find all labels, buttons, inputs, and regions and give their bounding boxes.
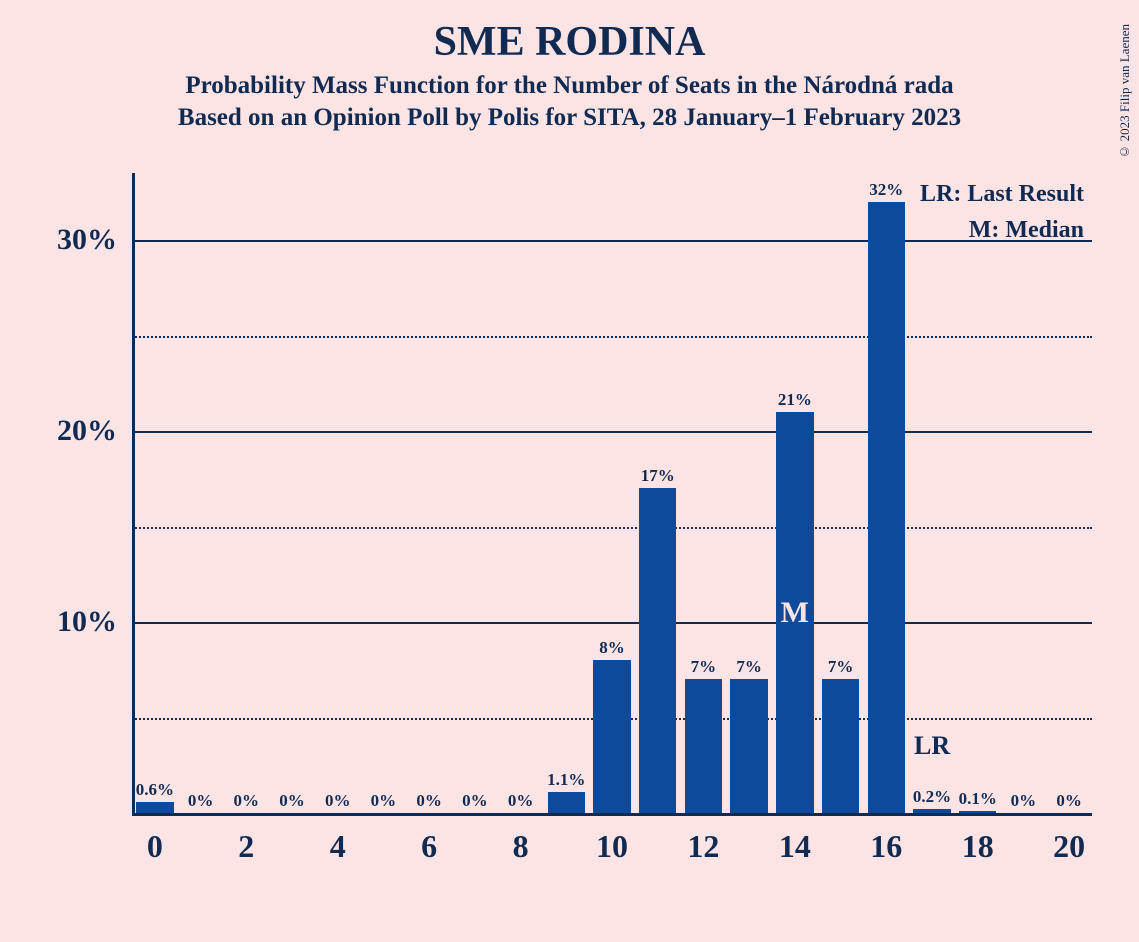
bar-value-label: 32% xyxy=(869,180,903,200)
bar-value-label: 7% xyxy=(691,657,717,677)
bar-value-label: 0% xyxy=(1011,791,1037,811)
chart-subtitle-2: Based on an Opinion Poll by Polis for SI… xyxy=(0,104,1139,132)
chart-container: LR: Last Result M: Median 10%20%30%0.6%0… xyxy=(60,183,1100,933)
bar-value-label: 0% xyxy=(508,791,534,811)
bar-value-label: 7% xyxy=(828,657,854,677)
bar-value-label: 0.6% xyxy=(136,780,174,800)
x-axis-label: 6 xyxy=(421,828,437,865)
bar-value-label: 0% xyxy=(325,791,351,811)
bar xyxy=(868,202,905,813)
x-axis-label: 10 xyxy=(596,828,628,865)
grid-minor xyxy=(132,527,1092,529)
bar-value-label: 0% xyxy=(416,791,442,811)
grid-major xyxy=(132,431,1092,433)
bar xyxy=(136,802,173,813)
x-axis-label: 8 xyxy=(513,828,529,865)
plot-area: LR: Last Result M: Median 10%20%30%0.6%0… xyxy=(132,183,1092,813)
bar-value-label: 0% xyxy=(188,791,214,811)
y-axis-label: 30% xyxy=(37,223,117,257)
bar-value-label: 1.1% xyxy=(547,770,585,790)
legend-lr: LR: Last Result xyxy=(920,181,1084,208)
chart-title: SME RODINA xyxy=(0,18,1139,66)
bar-value-label: 21% xyxy=(778,390,812,410)
x-axis-label: 2 xyxy=(238,828,254,865)
bar xyxy=(959,811,996,813)
bar-value-label: 0% xyxy=(1056,791,1082,811)
bar xyxy=(685,679,722,813)
bar-value-label: 0% xyxy=(279,791,305,811)
x-axis-label: 20 xyxy=(1053,828,1085,865)
bar-value-label: 7% xyxy=(736,657,762,677)
bar-value-label: 0% xyxy=(234,791,260,811)
grid-major xyxy=(132,240,1092,242)
x-axis-label: 0 xyxy=(147,828,163,865)
bar xyxy=(639,488,676,813)
x-axis-label: 4 xyxy=(330,828,346,865)
bar-value-label: 0.1% xyxy=(959,789,997,809)
bar-value-label: 0.2% xyxy=(913,787,951,807)
grid-minor xyxy=(132,336,1092,338)
x-axis-label: 16 xyxy=(870,828,902,865)
y-axis-label: 20% xyxy=(37,414,117,448)
bar xyxy=(730,679,767,813)
bar-value-label: 17% xyxy=(641,466,675,486)
bar-value-label: 0% xyxy=(371,791,397,811)
bar xyxy=(593,660,630,813)
bar xyxy=(913,809,950,813)
x-axis xyxy=(132,813,1092,816)
bar-value-label: 8% xyxy=(599,638,625,658)
copyright-text: © 2023 Filip van Laenen xyxy=(1117,24,1133,160)
chart-subtitle-1: Probability Mass Function for the Number… xyxy=(0,72,1139,100)
x-axis-label: 18 xyxy=(962,828,994,865)
bar-value-label: 0% xyxy=(462,791,488,811)
y-axis-label: 10% xyxy=(37,605,117,639)
median-marker: M xyxy=(781,596,809,630)
bar xyxy=(548,792,585,813)
x-axis-label: 12 xyxy=(687,828,719,865)
grid-major xyxy=(132,622,1092,624)
last-result-marker: LR xyxy=(914,731,950,761)
bar xyxy=(822,679,859,813)
x-axis-label: 14 xyxy=(779,828,811,865)
